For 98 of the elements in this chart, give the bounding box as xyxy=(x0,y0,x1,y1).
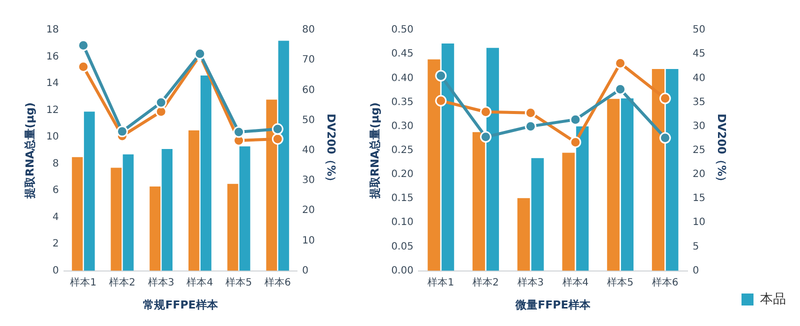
y-tick-label: 0.05 xyxy=(391,241,414,252)
x-tick-label: 样本3 xyxy=(517,276,544,288)
y-tick-label: 8 xyxy=(52,158,59,170)
point xyxy=(233,126,245,138)
point xyxy=(435,95,447,107)
y-tick-label: 0.35 xyxy=(391,96,414,108)
y-tick-label: 0.45 xyxy=(391,48,414,60)
point xyxy=(272,123,284,135)
point xyxy=(435,70,447,82)
point xyxy=(480,106,492,118)
bar xyxy=(442,43,454,271)
y2-tick-label: 10 xyxy=(692,217,706,228)
x-tick-label: 样本2 xyxy=(472,276,499,288)
x-axis-title: 微量FFPE样本 xyxy=(514,298,592,312)
y2-tick-label: 50 xyxy=(302,114,315,126)
point xyxy=(659,92,671,104)
point xyxy=(272,133,284,145)
y-tick-label: 18 xyxy=(46,24,59,36)
y2-tick-label: 20 xyxy=(692,169,706,180)
bar xyxy=(576,126,589,271)
y-tick-label: 14 xyxy=(46,78,59,90)
y2-tick-label: 15 xyxy=(692,193,706,204)
y-tick-label: 0.15 xyxy=(391,193,414,204)
bar xyxy=(84,112,95,271)
bar xyxy=(239,146,250,271)
y2-tick-label: 35 xyxy=(692,96,706,108)
bar xyxy=(472,132,486,271)
point xyxy=(480,131,492,143)
y2-tick-label: 25 xyxy=(692,144,706,156)
bar xyxy=(200,75,212,271)
x-tick-label: 样本4 xyxy=(562,276,589,288)
y-tick-label: 12 xyxy=(46,104,59,116)
y2-tick-label: 60 xyxy=(302,84,315,96)
bar xyxy=(517,198,530,271)
y2-axis-title: DV200（%） xyxy=(715,114,728,188)
y-tick-label: 0 xyxy=(52,265,59,276)
x-tick-label: 样本6 xyxy=(652,276,678,288)
y-axis-title: 提取RNA总量(μg) xyxy=(23,102,36,200)
y-tick-label: 0.40 xyxy=(391,72,414,84)
y2-tick-label: 0 xyxy=(302,265,308,276)
y-tick-label: 2 xyxy=(52,238,59,250)
y2-tick-label: 30 xyxy=(692,120,706,132)
y-tick-label: 4 xyxy=(52,212,59,223)
y-tick-label: 0.30 xyxy=(391,120,414,132)
bar xyxy=(188,130,200,271)
x-tick-label: 样本6 xyxy=(264,276,291,288)
bar xyxy=(531,158,544,271)
bar xyxy=(227,184,238,271)
y2-tick-label: 70 xyxy=(302,54,315,66)
y-axis-title: 提取RNA总量(μg) xyxy=(368,102,382,200)
bar xyxy=(607,98,620,271)
y2-tick-label: 45 xyxy=(692,48,706,60)
bar xyxy=(122,154,134,271)
bar xyxy=(150,186,160,271)
point xyxy=(116,126,128,138)
bar xyxy=(278,40,290,271)
x-tick-label: 样本1 xyxy=(70,276,97,288)
y2-tick-label: 5 xyxy=(692,241,699,252)
y2-tick-label: 80 xyxy=(302,24,315,36)
x-tick-label: 样本5 xyxy=(226,276,252,288)
y-tick-label: 0.00 xyxy=(391,265,414,276)
point xyxy=(524,120,536,132)
bar xyxy=(162,149,173,271)
bar xyxy=(620,98,634,271)
bar xyxy=(666,69,678,271)
y2-tick-label: 40 xyxy=(302,144,315,156)
y2-tick-label: 40 xyxy=(692,72,706,84)
bar xyxy=(110,168,122,271)
point xyxy=(570,114,582,126)
x-tick-label: 样本2 xyxy=(109,276,136,288)
point xyxy=(155,96,167,108)
y-tick-label: 0.50 xyxy=(391,24,414,36)
y-tick-label: 10 xyxy=(46,132,59,143)
y2-tick-label: 30 xyxy=(302,175,315,186)
y-tick-label: 0.20 xyxy=(391,169,414,180)
y-tick-label: 16 xyxy=(46,51,59,62)
point xyxy=(78,40,90,52)
x-tick-label: 样本5 xyxy=(607,276,634,288)
bar xyxy=(72,157,83,271)
point xyxy=(155,106,167,118)
x-axis-title: 常规FFPE样本 xyxy=(143,298,219,312)
bar xyxy=(486,48,499,271)
y-tick-label: 0.10 xyxy=(391,217,414,228)
y-tick-label: 6 xyxy=(52,185,59,196)
legend-label: 本品 xyxy=(760,292,786,307)
point xyxy=(524,107,536,119)
point xyxy=(659,132,671,144)
x-tick-label: 样本1 xyxy=(428,276,454,288)
y2-tick-label: 50 xyxy=(692,24,706,36)
y-tick-label: 0.25 xyxy=(391,144,414,156)
x-tick-label: 样本4 xyxy=(186,276,214,288)
y2-tick-label: 10 xyxy=(302,235,315,246)
y2-tick-label: 0 xyxy=(692,265,699,276)
x-tick-label: 样本3 xyxy=(148,276,174,288)
y2-axis-title: DV200（%） xyxy=(324,114,338,188)
y2-tick-label: 20 xyxy=(302,205,315,216)
point xyxy=(570,136,582,148)
bar xyxy=(562,152,575,271)
